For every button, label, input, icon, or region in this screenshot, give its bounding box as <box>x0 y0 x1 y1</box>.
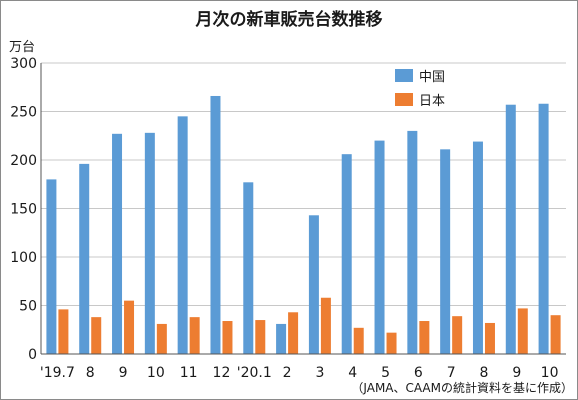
bar-japan <box>222 321 233 354</box>
x-tick-label: 9 <box>512 365 521 381</box>
y-tick-label: 0 <box>28 347 37 363</box>
x-tick-label: 5 <box>381 365 390 381</box>
bar-japan <box>550 315 561 354</box>
source-note: （JAMA、CAAMの統計資料を基に作成） <box>351 380 573 395</box>
bar-china <box>79 163 90 354</box>
legend-label: 中国 <box>419 70 445 85</box>
x-tick-label: 10 <box>147 365 165 381</box>
y-tick-label: 300 <box>10 56 37 72</box>
bar-japan <box>255 320 266 354</box>
bar-japan <box>419 321 430 354</box>
bar-japan <box>452 316 463 354</box>
y-tick-label: 100 <box>10 250 37 266</box>
bar-china <box>407 130 418 354</box>
bar-japan <box>484 322 495 354</box>
bar-china <box>276 323 287 354</box>
x-tick-label: 7 <box>447 365 456 381</box>
y-axis-unit-label: 万台 <box>9 40 35 55</box>
x-tick-label: 11 <box>180 365 198 381</box>
bar-china <box>210 95 221 354</box>
bar-china <box>505 104 516 355</box>
bars <box>46 95 561 355</box>
bar-china <box>440 149 451 354</box>
bar-china <box>308 215 319 354</box>
y-tick-label: 50 <box>19 299 37 315</box>
legend-swatch <box>395 93 413 106</box>
bar-china <box>112 133 123 354</box>
chart-title: 月次の新車販売台数推移 <box>195 9 383 30</box>
x-tick-label: 8 <box>480 365 489 381</box>
x-tick-label: 10 <box>541 365 559 381</box>
x-tick-label: 6 <box>414 365 423 381</box>
legend-label: 日本 <box>419 94 445 109</box>
bar-japan <box>91 317 102 354</box>
bar-china <box>472 141 483 354</box>
x-tick-label: 8 <box>86 365 95 381</box>
bar-japan <box>386 332 397 354</box>
bar-japan <box>517 308 528 354</box>
y-tick-label: 200 <box>10 153 37 169</box>
bar-china <box>374 140 385 354</box>
bar-japan <box>353 327 364 354</box>
bar-japan <box>189 317 200 354</box>
y-tick-label: 150 <box>10 202 37 218</box>
bar-japan <box>124 300 135 354</box>
bar-japan <box>58 309 69 354</box>
bar-china <box>538 103 549 355</box>
x-tick-label: 9 <box>119 365 128 381</box>
y-tick-label: 250 <box>10 105 37 121</box>
axes: 0 50 100 150 200 250 300 '19.7 8 9 10 11 12 '20.1 2 3 4 5… <box>10 56 566 381</box>
x-tick-label: 12 <box>213 365 231 381</box>
bar-china <box>243 182 254 354</box>
legend-swatch <box>395 69 413 82</box>
bar-japan <box>288 312 299 354</box>
x-tick-label: '20.1 <box>237 365 272 381</box>
bar-china <box>46 179 57 354</box>
bar-china <box>177 116 188 354</box>
x-tick-label: 4 <box>348 365 357 381</box>
bar-japan <box>320 297 331 354</box>
x-tick-label: 3 <box>315 365 324 381</box>
x-tick-label: '19.7 <box>40 365 75 381</box>
bar-china <box>144 132 155 354</box>
x-tick-label: 2 <box>283 365 292 381</box>
bar-china <box>341 154 352 354</box>
bar-japan <box>156 323 167 354</box>
